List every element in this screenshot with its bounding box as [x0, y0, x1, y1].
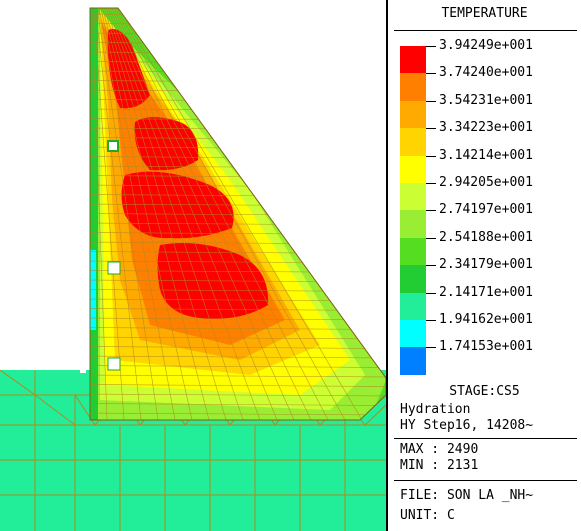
- legend-tick: [426, 73, 436, 75]
- legend-value: 2.94205e+001: [439, 175, 533, 190]
- legend-tick: [426, 128, 436, 130]
- legend-swatch: [400, 73, 426, 101]
- legend-swatch: [400, 210, 426, 238]
- legend-swatch: [400, 128, 426, 156]
- temperature-contour-plot: [0, 7, 386, 531]
- legend-swatch: [400, 155, 426, 183]
- legend-tick: [426, 237, 436, 239]
- legend-value: 3.34223e+001: [439, 120, 533, 136]
- legend-value: 3.54231e+001: [439, 92, 533, 108]
- hot-zone-3: [121, 171, 234, 239]
- legend-tick: [426, 347, 436, 349]
- legend-value: 1.74153e+001: [439, 339, 533, 355]
- legend-swatch: [400, 320, 426, 348]
- model-viewport[interactable]: [0, 0, 386, 531]
- divider: [394, 480, 577, 481]
- legend-swatch: [400, 347, 426, 375]
- legend-swatch: [400, 265, 426, 293]
- legend-swatch: [400, 292, 426, 320]
- legend-tick: [426, 183, 436, 184]
- legend-tick: [426, 320, 436, 321]
- legend-value: 3.94249e+001: [439, 38, 533, 53]
- divider: [394, 438, 577, 439]
- gallery-opening-2: [107, 261, 121, 275]
- legend-value: 2.14171e+001: [439, 284, 533, 300]
- legend-value: 1.94162e+001: [439, 312, 533, 327]
- gallery-opening-3: [107, 357, 121, 371]
- max-label: MAX : 2490: [400, 442, 479, 457]
- legend-title: TEMPERATURE: [441, 6, 528, 21]
- dam-outline: [89, 7, 386, 421]
- legend-tick: [426, 265, 436, 267]
- legend-swatch: [400, 237, 426, 266]
- gallery-opening-1: [107, 140, 119, 152]
- legend-tick: [426, 100, 436, 102]
- stage-label: STAGE:CS5: [449, 384, 520, 399]
- foundation-mesh: [0, 369, 386, 531]
- legend-value: 3.74240e+001: [439, 65, 533, 81]
- legend-value: 2.74197e+001: [439, 202, 533, 218]
- legend-panel: TEMPERATURE 3.94249e+001 3.74240e+001 3.54…: [386, 0, 581, 531]
- legend-tick: [426, 46, 436, 47]
- legend-value: 2.54188e+001: [439, 229, 533, 245]
- legend-value: 2.34179e+001: [439, 257, 533, 273]
- unit-label: UNIT: C: [400, 508, 455, 523]
- legend-value: 3.14214e+001: [439, 147, 533, 163]
- legend-tick: [426, 210, 436, 212]
- legend-swatch: [400, 183, 426, 211]
- legend-swatch: [400, 100, 426, 129]
- legend-swatch: [400, 46, 426, 74]
- file-label: FILE: SON LA _NH~: [400, 488, 534, 503]
- legend-tick: [426, 155, 436, 157]
- upstream-face: [80, 8, 86, 373]
- step-label: HY Step16, 14208~: [400, 418, 534, 433]
- legend-tick: [426, 292, 436, 294]
- divider: [394, 30, 577, 31]
- analysis-label: Hydration: [400, 402, 471, 417]
- min-label: MIN : 2131: [400, 458, 479, 473]
